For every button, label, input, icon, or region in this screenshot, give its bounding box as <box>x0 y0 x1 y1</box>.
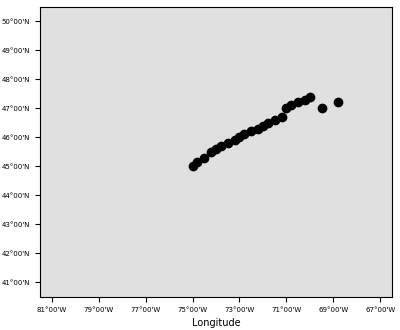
X-axis label: Longitude: Longitude <box>192 318 240 328</box>
